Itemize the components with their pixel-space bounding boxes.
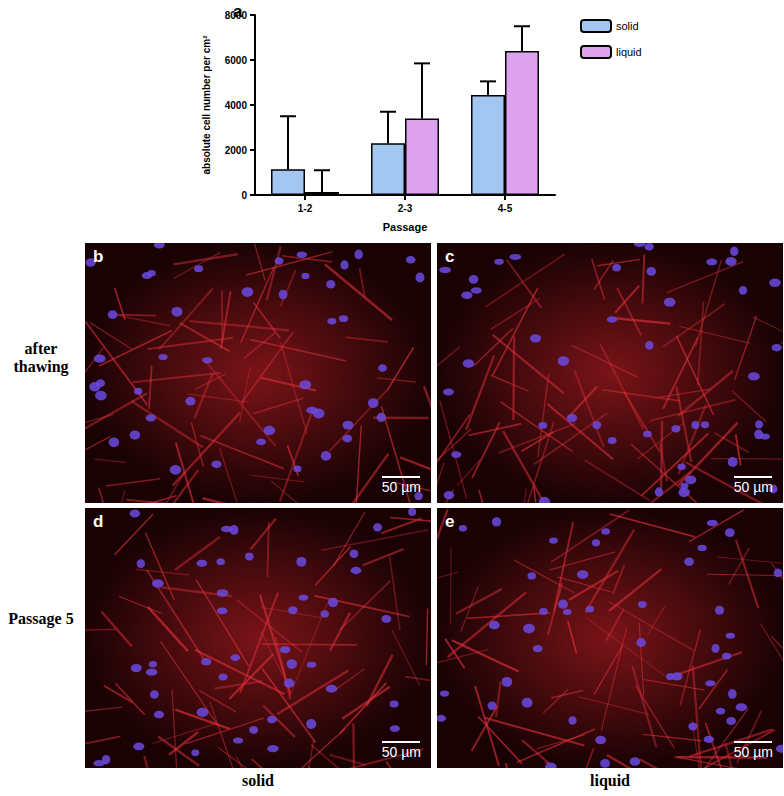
svg-text:liquid: liquid — [616, 46, 642, 58]
html-text:e: e — [445, 512, 455, 531]
svg-text:2000: 2000 — [225, 145, 248, 156]
svg-text:a: a — [233, 2, 243, 21]
html-text:50 µm: 50 µm — [381, 744, 421, 760]
html-text:liquid: liquid — [590, 772, 630, 789]
html-text:b: b — [93, 247, 104, 266]
svg-text:2-3: 2-3 — [398, 203, 413, 214]
html-text:50 µm: 50 µm — [733, 744, 773, 760]
html-text:50 µm: 50 µm — [733, 479, 773, 495]
html-text:Passage 5: Passage 5 — [8, 610, 74, 627]
svg-text:6000: 6000 — [225, 55, 248, 66]
svg-text:solid: solid — [616, 20, 639, 32]
html-text:50 µm: 50 µm — [381, 479, 421, 495]
svg-text:0: 0 — [241, 190, 247, 201]
html-text:d: d — [93, 512, 104, 531]
html-text:solid: solid — [242, 772, 274, 789]
html-text:after thawing: after thawing — [13, 340, 69, 375]
svg-text:4000: 4000 — [225, 100, 248, 111]
svg-text:4-5: 4-5 — [498, 203, 513, 214]
svg-text:8000: 8000 — [224, 9, 247, 21]
svg-text:1-2: 1-2 — [298, 203, 313, 214]
svg-text:absolute cell number per cm²: absolute cell number per cm² — [201, 35, 212, 175]
svg-text:Passage: Passage — [383, 221, 428, 233]
html-text:c: c — [445, 247, 455, 266]
